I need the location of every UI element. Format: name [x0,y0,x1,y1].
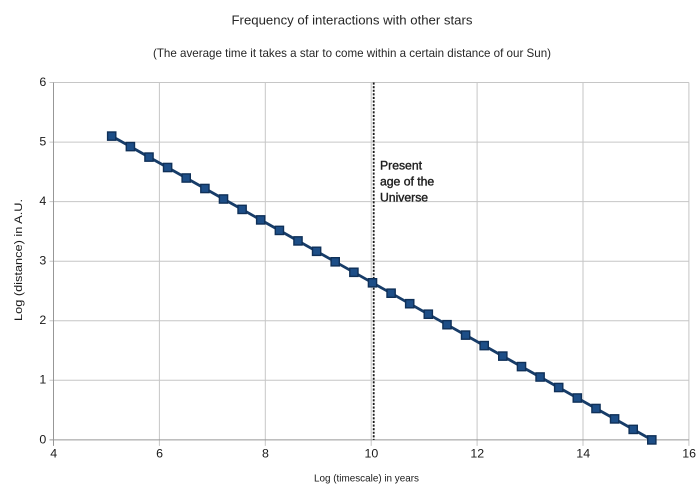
svg-text:16: 16 [682,447,696,461]
svg-text:Universe: Universe [380,190,428,204]
svg-text:age of the: age of the [380,175,434,189]
svg-text:Log (timescale) in years: Log (timescale) in years [314,473,419,484]
svg-text:6: 6 [39,75,46,89]
svg-text:6: 6 [156,447,163,461]
svg-text:3: 3 [39,254,46,268]
svg-text:14: 14 [576,447,590,461]
svg-text:(The average time it takes a s: (The average time it takes a star to com… [153,47,551,60]
svg-text:2: 2 [39,313,46,327]
svg-text:Frequency of interactions with: Frequency of interactions with other sta… [232,13,473,28]
svg-text:4: 4 [39,194,46,208]
svg-text:5: 5 [39,135,46,149]
svg-text:1: 1 [39,373,46,387]
svg-text:12: 12 [470,447,484,461]
svg-text:0: 0 [39,432,46,446]
svg-text:Log (distance) in A.U.: Log (distance) in A.U. [13,199,25,321]
svg-text:8: 8 [262,447,269,461]
svg-text:Present: Present [380,159,423,173]
svg-text:10: 10 [365,447,379,461]
svg-text:4: 4 [50,447,57,461]
